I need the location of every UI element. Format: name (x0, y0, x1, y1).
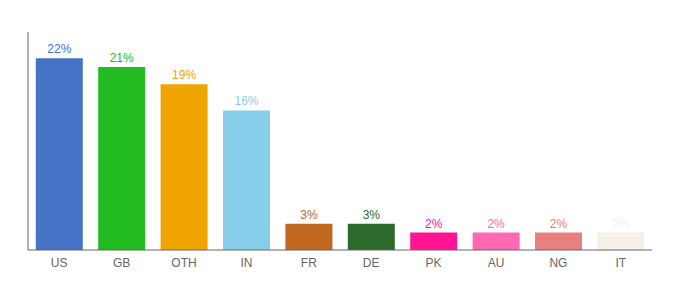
svg-text:US: US (51, 256, 68, 270)
svg-text:19%: 19% (172, 68, 196, 82)
svg-text:3%: 3% (363, 208, 381, 222)
svg-text:AU: AU (488, 256, 505, 270)
svg-text:2%: 2% (487, 217, 505, 231)
svg-text:NG: NG (549, 256, 567, 270)
svg-text:22%: 22% (47, 42, 71, 56)
svg-text:IN: IN (240, 256, 252, 270)
svg-text:GB: GB (113, 256, 130, 270)
svg-text:2%: 2% (425, 217, 443, 231)
svg-text:PK: PK (426, 256, 442, 270)
svg-text:FR: FR (301, 256, 317, 270)
svg-text:OTH: OTH (171, 256, 196, 270)
svg-text:2%: 2% (612, 217, 630, 231)
svg-text:16%: 16% (234, 94, 258, 108)
svg-text:3%: 3% (300, 208, 318, 222)
svg-text:21%: 21% (110, 51, 134, 65)
svg-text:DE: DE (363, 256, 380, 270)
svg-text:2%: 2% (550, 217, 568, 231)
svg-text:IT: IT (615, 256, 626, 270)
